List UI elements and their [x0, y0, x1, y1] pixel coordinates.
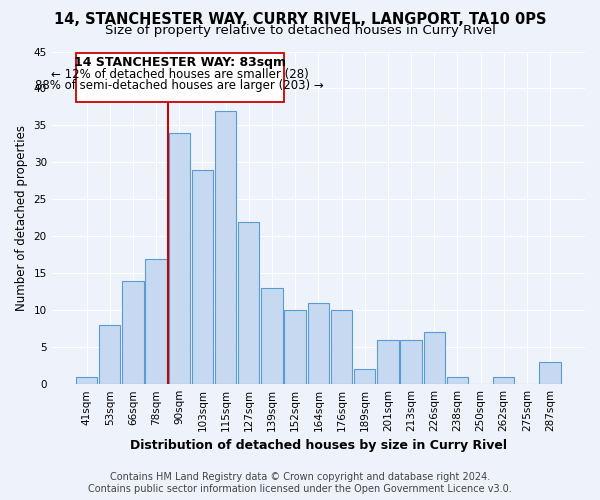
X-axis label: Distribution of detached houses by size in Curry Rivel: Distribution of detached houses by size …	[130, 440, 507, 452]
Bar	[215, 110, 236, 384]
Bar	[284, 310, 306, 384]
Bar	[539, 362, 561, 384]
Bar	[400, 340, 422, 384]
Text: 14, STANCHESTER WAY, CURRY RIVEL, LANGPORT, TA10 0PS: 14, STANCHESTER WAY, CURRY RIVEL, LANGPO…	[54, 12, 546, 28]
Bar	[238, 222, 259, 384]
Text: Size of property relative to detached houses in Curry Rivel: Size of property relative to detached ho…	[104, 24, 496, 37]
Bar	[377, 340, 398, 384]
Bar	[99, 325, 121, 384]
Y-axis label: Number of detached properties: Number of detached properties	[15, 125, 28, 311]
Bar	[145, 258, 167, 384]
Text: Contains HM Land Registry data © Crown copyright and database right 2024.
Contai: Contains HM Land Registry data © Crown c…	[88, 472, 512, 494]
Bar	[331, 310, 352, 384]
Bar	[262, 288, 283, 384]
Text: ← 12% of detached houses are smaller (28): ← 12% of detached houses are smaller (28…	[51, 68, 309, 81]
Bar	[424, 332, 445, 384]
Bar	[354, 370, 376, 384]
Bar	[169, 133, 190, 384]
Bar	[493, 377, 514, 384]
Text: 88% of semi-detached houses are larger (203) →: 88% of semi-detached houses are larger (…	[35, 79, 324, 92]
Bar	[122, 280, 143, 384]
Bar	[76, 377, 97, 384]
FancyBboxPatch shape	[76, 53, 284, 102]
Bar	[192, 170, 213, 384]
Bar	[308, 303, 329, 384]
Text: 14 STANCHESTER WAY: 83sqm: 14 STANCHESTER WAY: 83sqm	[74, 56, 286, 69]
Bar	[447, 377, 468, 384]
